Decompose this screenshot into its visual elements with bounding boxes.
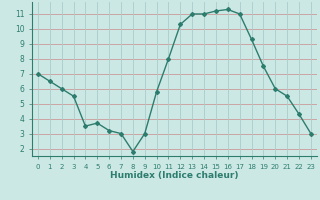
X-axis label: Humidex (Indice chaleur): Humidex (Indice chaleur) [110,171,239,180]
